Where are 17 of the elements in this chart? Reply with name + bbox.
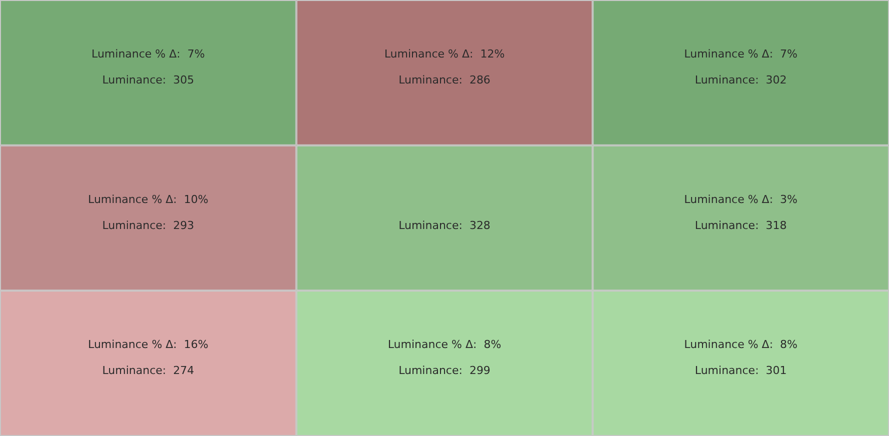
data-label: Luminance: 318	[694, 218, 787, 232]
annotation: Luminance % Δ: 8%	[684, 338, 798, 352]
data-label: Luminance: 274	[102, 364, 194, 378]
data-label: Luminance: 299	[398, 364, 490, 378]
data-label: Luminance: 328	[398, 218, 490, 232]
data-label: Luminance: 302	[694, 74, 787, 87]
annotation: Luminance % Δ: 10%	[88, 192, 208, 206]
annotation: Luminance % Δ: 7%	[684, 48, 798, 61]
data-label: Luminance: 301	[694, 364, 787, 378]
annotation: Luminance % Δ: 16%	[88, 338, 208, 352]
annotation: Luminance % Δ: 12%	[384, 48, 505, 61]
annotation: Luminance % Δ: 7%	[92, 48, 205, 61]
data-label: Luminance: 286	[398, 74, 490, 87]
annotation: Luminance % Δ: 8%	[388, 338, 502, 352]
data-label: Luminance: 305	[102, 74, 194, 87]
annotation: Luminance % Δ: 3%	[684, 192, 798, 206]
data-label: Luminance: 293	[102, 218, 194, 232]
